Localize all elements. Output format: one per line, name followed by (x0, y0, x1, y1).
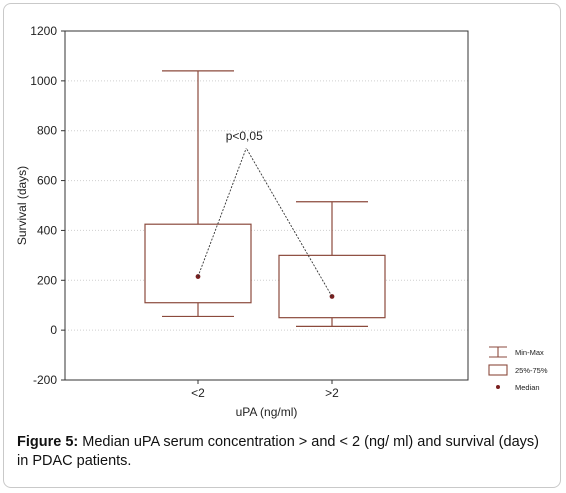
legend-label: Min-Max (515, 348, 544, 357)
y-tick-label: 600 (37, 174, 57, 188)
iqr-box (144, 223, 252, 304)
caption-text: Median uPA serum concentration > and < 2… (17, 434, 539, 469)
y-tick-label: 1000 (30, 74, 57, 88)
y-axis-label: Survival (days) (15, 166, 29, 245)
legend: Min-Max 25%-75% Median (488, 346, 548, 392)
legend-box-swatch (488, 364, 508, 376)
annotation-line (197, 148, 247, 277)
boxes-layer (144, 70, 386, 328)
legend-median-marker (496, 385, 500, 389)
y-tick-label: 800 (37, 124, 57, 138)
y-tick-label: 0 (50, 323, 57, 337)
plot-area (64, 30, 469, 381)
legend-label: Median (515, 383, 540, 392)
x-axis-label: uPA (ng/ml) (236, 405, 298, 419)
boxplot-chart: -200 0 200 400 600 800 1000 1200 <2 >2 p<0,05 Su… (15, 24, 548, 419)
x-axis-ticks: <2 >2 (191, 380, 339, 400)
y-axis-ticks: -200 0 200 400 600 800 1000 1200 (30, 24, 65, 387)
legend-label: 25%-75% (515, 366, 548, 375)
grid-lines (65, 80, 468, 331)
y-tick-label: 200 (37, 273, 57, 287)
p-value-annotation-layer: p<0,05 (197, 129, 333, 297)
figure-caption: Figure 5: Median uPA serum concentration… (17, 433, 552, 471)
x-tick-label: <2 (191, 386, 205, 400)
x-tick-label: >2 (325, 386, 339, 400)
box-1 (144, 70, 252, 318)
y-tick-label: 1200 (30, 24, 57, 38)
y-tick-label: -200 (33, 373, 57, 387)
caption-label: Figure 5: (17, 434, 79, 450)
box-2 (278, 201, 386, 328)
p-value-label: p<0,05 (226, 129, 263, 143)
iqr-box (278, 254, 386, 319)
y-tick-label: 400 (37, 223, 57, 237)
annotation-line (245, 147, 333, 297)
